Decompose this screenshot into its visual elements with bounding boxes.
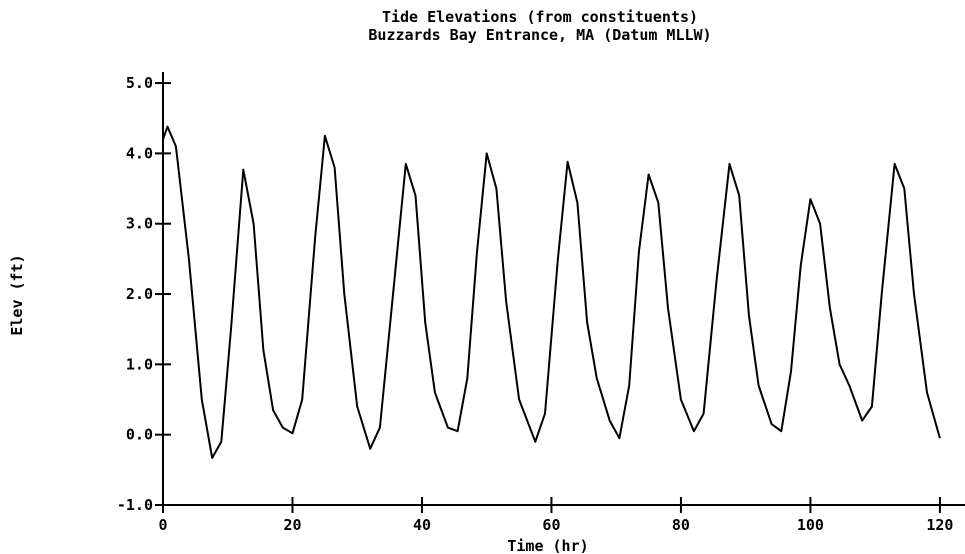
- x-tick-label: 0: [158, 516, 167, 534]
- y-tick-label: 0.0: [126, 426, 153, 444]
- tide-line: [162, 125, 941, 459]
- y-tick-label: 5.0: [126, 74, 153, 92]
- y-tick-label: 1.0: [126, 355, 153, 373]
- x-tick-label: 60: [542, 516, 560, 534]
- chart-title: Tide Elevations (from constituents): [382, 8, 698, 26]
- x-axis-label: Time (hr): [507, 537, 588, 554]
- x-tick-label: 20: [283, 516, 301, 534]
- y-tick-label: -1.0: [117, 496, 153, 514]
- x-tick-label: 120: [926, 516, 953, 534]
- y-tick-label: 3.0: [126, 215, 153, 233]
- x-tick-label: 40: [413, 516, 431, 534]
- y-tick-label: 2.0: [126, 285, 153, 303]
- y-axis-label: Elev (ft): [8, 254, 26, 335]
- chart-subtitle: Buzzards Bay Entrance, MA (Datum MLLW): [368, 26, 711, 44]
- y-tick-label: 4.0: [126, 144, 153, 162]
- x-tick-label: 100: [797, 516, 824, 534]
- x-tick-label: 80: [672, 516, 690, 534]
